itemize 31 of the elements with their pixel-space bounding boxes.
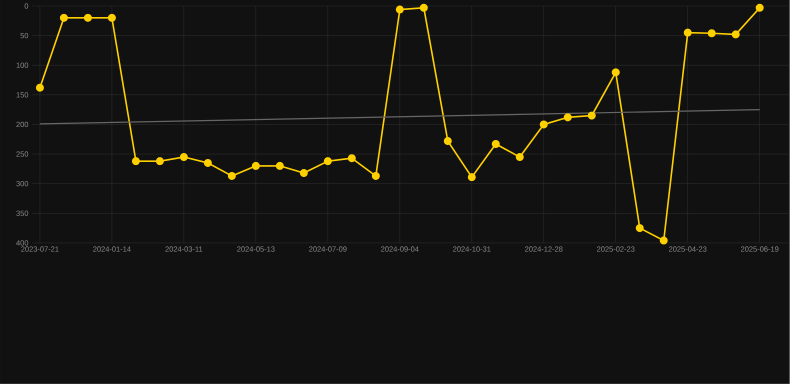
point — [348, 154, 356, 162]
point — [588, 112, 596, 120]
point — [660, 236, 668, 245]
point — [84, 14, 92, 22]
point — [492, 140, 500, 148]
point — [564, 113, 572, 122]
point — [516, 153, 524, 162]
point — [444, 137, 452, 146]
point — [612, 68, 620, 76]
point — [228, 172, 236, 180]
point — [300, 169, 308, 178]
point — [420, 4, 428, 12]
point — [372, 172, 380, 180]
point — [108, 14, 116, 22]
point — [468, 173, 476, 182]
point — [204, 159, 212, 168]
point — [36, 84, 44, 92]
point — [708, 29, 716, 38]
point — [732, 30, 740, 39]
point — [276, 162, 284, 170]
point — [396, 6, 404, 14]
point — [756, 4, 764, 12]
point — [252, 162, 260, 170]
point — [636, 224, 644, 232]
point — [540, 120, 548, 129]
point — [132, 157, 140, 166]
point — [324, 157, 332, 166]
point — [156, 157, 164, 166]
point — [684, 28, 692, 37]
point — [180, 153, 188, 162]
point — [60, 14, 68, 22]
